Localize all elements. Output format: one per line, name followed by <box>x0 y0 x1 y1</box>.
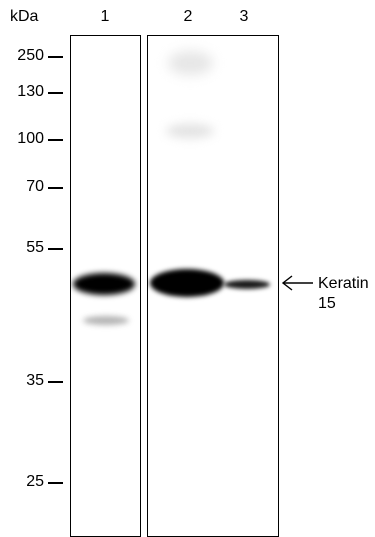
band-lane-1-lower <box>83 316 129 325</box>
lane-label-3: 3 <box>239 8 249 25</box>
marker-tick-55 <box>48 248 63 250</box>
unit-label: kDa <box>10 8 39 25</box>
band-lane-2-main <box>150 269 224 297</box>
marker-tick-100 <box>48 139 63 141</box>
target-label-line-2: 15 <box>318 295 336 312</box>
marker-tick-250 <box>48 56 63 58</box>
marker-label-100: 100 <box>17 130 44 147</box>
marker-label-35: 35 <box>26 372 44 389</box>
blot-panel-left <box>70 35 141 537</box>
marker-label-130: 130 <box>17 83 44 100</box>
band-lane-1-main <box>73 273 135 295</box>
marker-label-250: 250 <box>17 47 44 64</box>
marker-tick-130 <box>48 92 63 94</box>
target-protein-label: Keratin 15 <box>318 274 369 314</box>
marker-label-25: 25 <box>26 473 44 490</box>
lane-label-2: 2 <box>183 8 193 25</box>
blot-panel-right <box>147 35 279 537</box>
marker-label-55: 55 <box>26 239 44 256</box>
marker-tick-25 <box>48 482 63 484</box>
lane-label-1: 1 <box>100 8 110 25</box>
arrow-left-icon <box>281 275 313 291</box>
band-lane-2-faint <box>166 124 214 138</box>
band-lane-2-highmw <box>168 51 213 75</box>
marker-tick-35 <box>48 381 63 383</box>
marker-label-70: 70 <box>26 178 44 195</box>
marker-tick-70 <box>48 187 63 189</box>
target-label-line-1: Keratin <box>318 275 369 292</box>
band-lane-3-main <box>224 280 270 289</box>
